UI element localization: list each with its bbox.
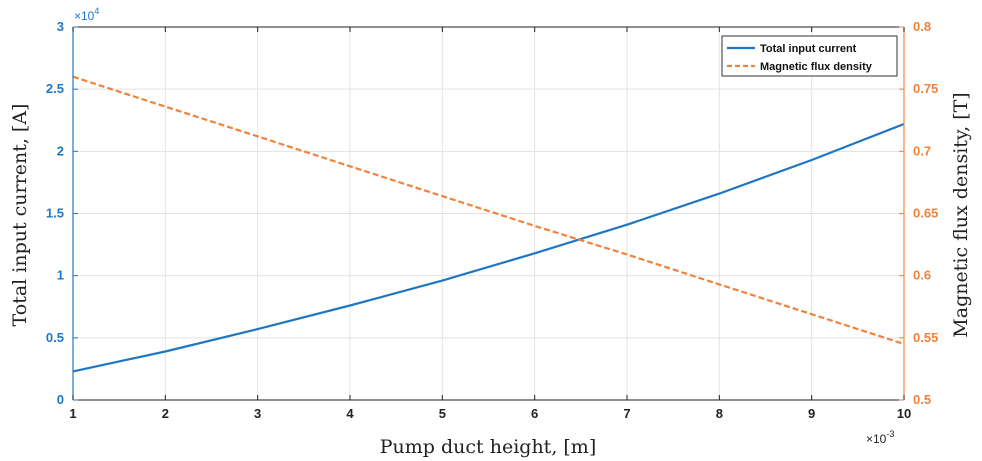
y-right-tick-label: 0.8: [913, 19, 931, 34]
y-left-tick-label: 2: [57, 143, 64, 158]
y-left-tick-label: 1: [57, 268, 64, 283]
y-right-axis-label: Magnetic flux density, [T]: [950, 92, 972, 337]
y-left-tick-label: 3: [57, 19, 64, 34]
tick-labels: 1 2 3 4 5 6 7 8 9 10 0 0.5 1 1.5 2 2.5 3 0.5 0.55 0.6 0.65 0.…: [46, 19, 938, 421]
x-tick-label: 10: [897, 406, 911, 421]
y-left-tick-label: 2.5: [46, 81, 64, 96]
legend-box: [721, 35, 898, 77]
x-tick-label: 2: [162, 406, 169, 421]
x-tick-label: 7: [623, 406, 630, 421]
axes: [72, 26, 905, 401]
y-left-tick-label: 1.5: [46, 206, 64, 221]
x-tick-label: 9: [808, 406, 815, 421]
y-right-tick-label: 0.55: [913, 330, 938, 345]
y-right-tick-label: 0.75: [913, 81, 938, 96]
y-right-tick-label: 0.6: [913, 268, 931, 283]
x-axis-exponent: ×10-3: [866, 429, 894, 446]
y-left-axis-label: Total input current, [A]: [9, 104, 31, 327]
legend: Total input current Magnetic flux densit…: [721, 35, 898, 77]
legend-entry-magnetic-flux-density: Magnetic flux density: [760, 61, 873, 73]
y-right-tick-label: 0.7: [913, 143, 931, 158]
series-line-total-input-current: [72, 122, 905, 373]
y-left-exponent: ×104: [74, 6, 99, 23]
y-right-tick-label: 0.65: [913, 206, 938, 221]
series-layer: [72, 75, 905, 373]
y-left-tick-label: 0: [57, 392, 64, 407]
x-tick-label: 6: [531, 406, 538, 421]
legend-entry-total-input-current: Total input current: [760, 43, 857, 55]
x-tick-label: 1: [69, 406, 76, 421]
x-tick-label: 3: [254, 406, 261, 421]
x-tick-label: 8: [716, 406, 723, 421]
x-axis-label: Pump duct height, [m]: [380, 436, 596, 458]
series-line-magnetic-flux-density: [72, 75, 905, 346]
y-right-tick-label: 0.5: [913, 392, 931, 407]
y-left-tick-label: 0.5: [46, 330, 64, 345]
x-tick-label: 5: [439, 406, 446, 421]
x-tick-label: 4: [346, 406, 354, 421]
